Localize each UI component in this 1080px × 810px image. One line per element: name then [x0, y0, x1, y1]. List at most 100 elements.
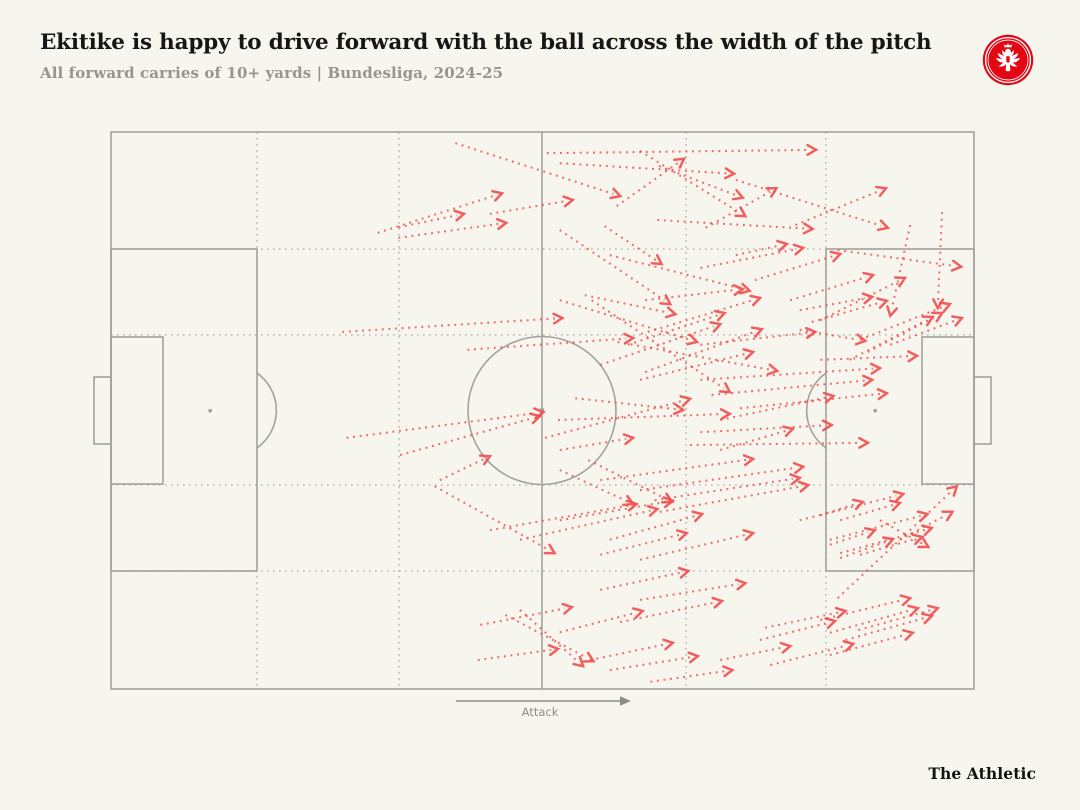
carry-arrow	[735, 239, 790, 257]
carry-arrow	[829, 604, 921, 634]
carry-arrow	[837, 249, 964, 272]
carry-arrow	[455, 142, 623, 200]
carry-arrow	[858, 604, 941, 631]
carry-arrow	[559, 162, 737, 180]
carry-arrow	[799, 490, 906, 522]
six-yard-box-right	[921, 336, 975, 485]
header: Ekitike is happy to drive forward with t…	[40, 30, 960, 82]
carry-arrow	[546, 143, 819, 156]
carry-arrow	[720, 391, 836, 421]
carry-arrow	[690, 436, 871, 449]
pitch-markings	[93, 131, 992, 690]
carry-arrow	[477, 644, 561, 662]
carry-arrow	[609, 651, 701, 672]
carry-arrow	[700, 326, 818, 346]
carry-arrow	[811, 297, 890, 323]
carry-arrow	[932, 212, 945, 311]
carry-arrow	[639, 461, 806, 492]
carry-arrow	[439, 454, 493, 482]
club-crest-icon	[982, 34, 1034, 86]
carry-arrow	[658, 164, 746, 201]
penalty-spot-left	[208, 409, 212, 413]
chart-subtitle: All forward carries of 10+ yards | Bunde…	[40, 63, 504, 82]
carry-arrow	[867, 311, 945, 353]
carry-arrow	[584, 294, 678, 319]
carries-layer	[342, 142, 965, 683]
carry-arrow	[645, 284, 746, 302]
goal-left	[93, 376, 112, 445]
attack-direction: Attack	[456, 696, 631, 719]
carry-arrow	[740, 388, 890, 410]
carry-arrow	[839, 524, 935, 555]
carry-arrow	[544, 395, 693, 439]
eintracht-frankfurt-badge	[980, 32, 1036, 88]
carry-arrow	[845, 612, 935, 641]
carry-arrow	[616, 157, 687, 207]
carry-arrow	[557, 408, 733, 422]
carry-arrow	[619, 596, 725, 624]
carry-arrow	[519, 505, 660, 541]
carry-arrow	[627, 309, 728, 346]
carry-arrow	[719, 425, 796, 452]
carry-arrow	[859, 301, 953, 341]
carry-arrow	[794, 185, 889, 226]
carry-arrow	[519, 609, 585, 668]
carry-arrow	[829, 510, 930, 541]
carry-arrow	[377, 190, 505, 234]
chart-title: Ekitike is happy to drive forward with t…	[40, 30, 932, 55]
carry-arrow	[609, 254, 753, 295]
penalty-area-left	[110, 248, 258, 572]
carry-arrow	[639, 150, 748, 218]
crest-shield	[1006, 56, 1010, 64]
carry-arrow	[467, 332, 636, 351]
carry-arrow	[899, 510, 955, 541]
carry-arrow	[504, 613, 596, 663]
carry-arrow	[829, 527, 878, 546]
carry-arrow	[764, 606, 848, 629]
carry-arrow	[639, 348, 756, 381]
carry-arrow	[639, 578, 748, 601]
carry-arrow	[829, 629, 916, 657]
carry-arrow	[799, 328, 868, 346]
carry-arrow	[799, 292, 875, 312]
carry-arrow	[609, 510, 705, 541]
carry-arrow	[700, 419, 835, 434]
carry-arrow	[770, 640, 856, 667]
carry-arrow	[700, 243, 806, 269]
carry-arrow	[650, 665, 735, 683]
carry-arrow	[599, 321, 723, 366]
carry-arrow	[589, 638, 676, 662]
carry-arrow	[700, 362, 883, 381]
carry-arrow	[346, 407, 546, 439]
carry-arrow	[559, 229, 673, 306]
carry-arrow	[839, 536, 896, 560]
carry-arrow	[879, 519, 931, 549]
carry-arrow	[489, 499, 640, 532]
carry-arrow	[820, 594, 913, 621]
carry-arrow	[480, 602, 575, 626]
carry-arrow	[859, 533, 925, 556]
carry-arrow	[820, 498, 866, 517]
carry-arrow	[789, 271, 876, 302]
penalty-arc-right	[805, 372, 827, 449]
carry-arrow	[839, 499, 903, 522]
penalty-spot-right	[873, 409, 877, 413]
brand-wordmark: The Athletic	[928, 764, 1036, 783]
carry-arrow	[889, 315, 965, 346]
carry-arrow	[398, 209, 467, 229]
carry-arrow	[711, 374, 875, 396]
penalty-arc-left	[256, 372, 278, 449]
carry-arrow	[759, 617, 838, 642]
six-yard-box-left	[110, 336, 164, 485]
carry-arrow	[342, 312, 565, 334]
center-circle	[467, 335, 617, 486]
carry-arrow	[600, 566, 691, 591]
carry-arrow	[886, 224, 912, 319]
carry-arrow	[647, 294, 763, 333]
carry-arrow	[600, 529, 690, 556]
carry-arrow	[644, 326, 765, 374]
carry-arrow	[836, 484, 959, 599]
